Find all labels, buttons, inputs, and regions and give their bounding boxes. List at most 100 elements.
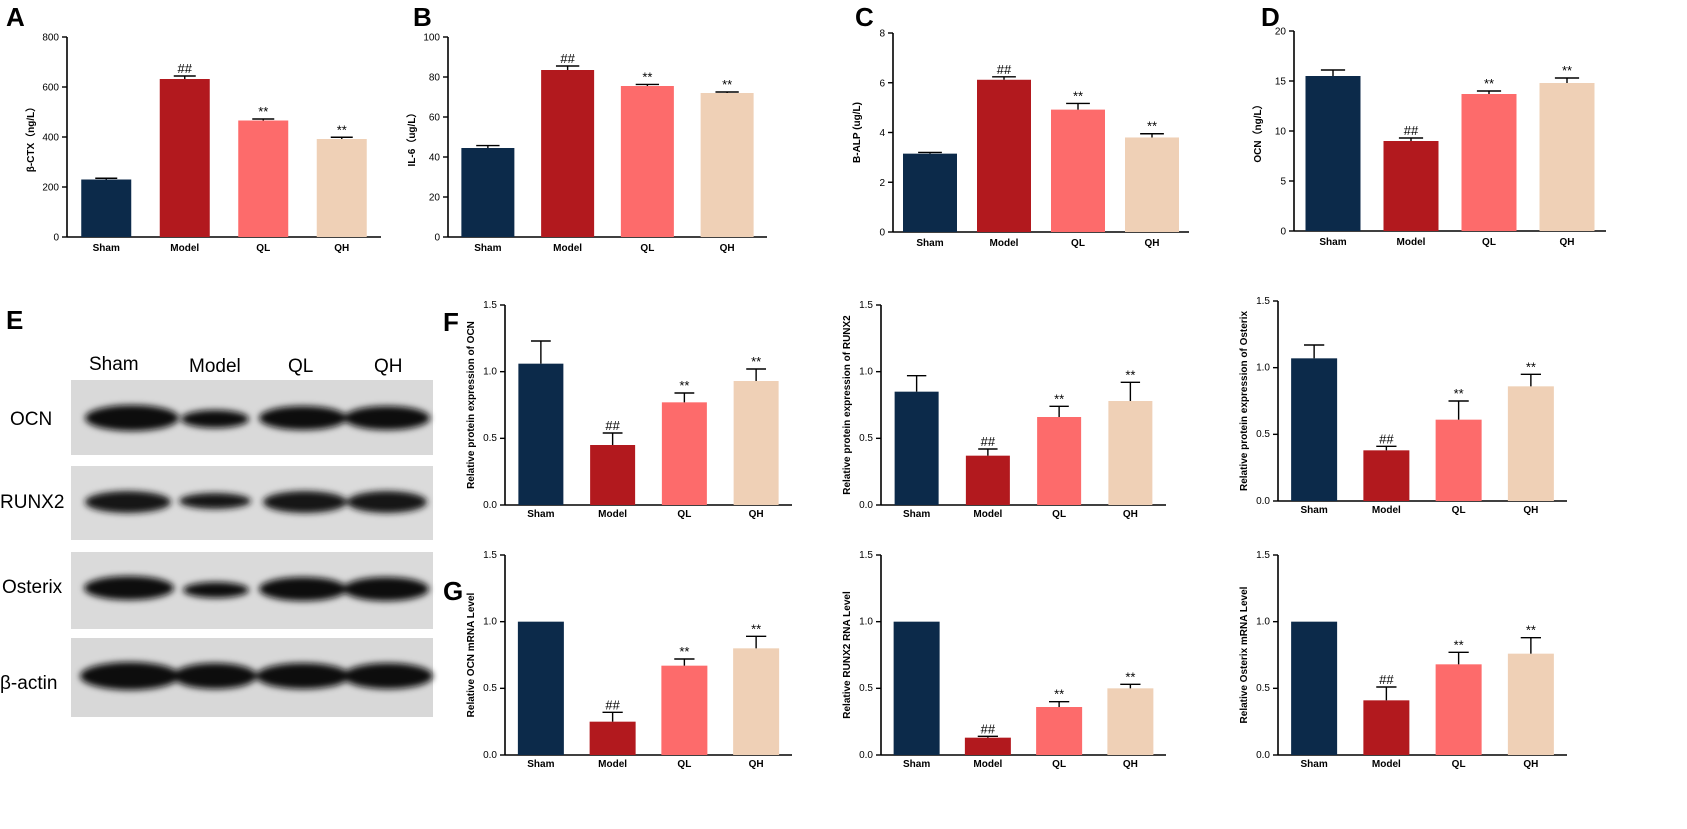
- blot-row-label-beta-actin: β-actin: [0, 673, 57, 694]
- x-tick-label: QH: [1523, 505, 1538, 516]
- chart-mrna-runx2: 0.0 0.5 1.0 1.5 Relative RUNX2 RNA Level Sham…: [842, 550, 1166, 770]
- x-tick-label: QH: [749, 759, 764, 770]
- y-tick-label: 0.0: [1256, 750, 1270, 761]
- y-tick-label: 400: [42, 133, 59, 144]
- x-tick-label: Model: [990, 238, 1019, 249]
- significance-marker: **: [642, 69, 652, 84]
- bar-sham: [1305, 76, 1361, 231]
- y-axis-title: Relative RUNX2 RNA Level: [842, 591, 853, 719]
- panel-letter-e: E: [6, 305, 23, 335]
- bar-qh: [700, 93, 754, 237]
- y-tick-label: 0: [53, 233, 59, 244]
- x-tick-label: Model: [598, 759, 627, 770]
- x-tick-label: QH: [334, 243, 349, 254]
- y-tick-label: 200: [42, 183, 59, 194]
- significance-marker: **: [1125, 669, 1135, 684]
- significance-marker: **: [1073, 88, 1083, 103]
- bar-ql: [1435, 419, 1482, 501]
- chart-protein-osterix: 0.0 0.5 1.0 1.5 Relative protein expression …: [1239, 296, 1567, 516]
- y-tick-label: 0.5: [483, 433, 497, 444]
- x-tick-label: QL: [1452, 505, 1466, 516]
- significance-marker: **: [1526, 623, 1536, 638]
- chart-ocn-serum: 0 5 10 15 20 OCN（ng/L） Sham ## Model ** QL ** QH: [1251, 27, 1606, 248]
- y-tick-label: 20: [1275, 27, 1287, 38]
- chart-protein-ocn: 0.0 0.5 1.0 1.5 Relative protein expression …: [466, 300, 792, 520]
- y-tick-label: 80: [429, 73, 441, 84]
- y-tick-label: 0: [434, 233, 440, 244]
- bar-model: [541, 70, 595, 237]
- y-tick-label: 60: [429, 113, 441, 124]
- bar-sham: [1291, 621, 1338, 755]
- bar-qh: [1125, 137, 1179, 232]
- x-tick-label: Model: [973, 509, 1002, 520]
- x-tick-label: QL: [1071, 238, 1085, 249]
- x-tick-label: QH: [1560, 237, 1575, 248]
- bar-ql: [661, 402, 707, 505]
- significance-marker: **: [1562, 63, 1572, 78]
- western-blot: Sham Model QL QH OCN RUNX2 Osterix β-act…: [0, 354, 433, 717]
- significance-marker: ##: [178, 61, 193, 76]
- y-tick-label: 0.0: [859, 500, 873, 511]
- bar-ql: [1435, 664, 1482, 755]
- blot-band: [173, 663, 257, 689]
- panel-letter-g: G: [443, 576, 463, 606]
- x-tick-label: Model: [170, 243, 199, 254]
- bar-sham: [517, 621, 564, 755]
- significance-marker: ##: [981, 721, 996, 736]
- significance-marker: **: [337, 122, 347, 137]
- x-tick-label: Model: [553, 243, 582, 254]
- blot-band: [343, 663, 433, 689]
- x-tick-label: QH: [1145, 238, 1160, 249]
- blot-band: [85, 491, 171, 513]
- significance-marker: ##: [605, 697, 620, 712]
- bar-ql: [1037, 417, 1082, 505]
- x-tick-label: QL: [1052, 509, 1066, 520]
- blot-band: [259, 406, 347, 430]
- panel-letter-d: D: [1261, 2, 1280, 32]
- significance-marker: ##: [1379, 431, 1394, 446]
- bar-ql: [620, 86, 674, 237]
- y-tick-label: 6: [879, 78, 885, 89]
- x-tick-label: Model: [598, 509, 627, 520]
- bar-model: [590, 445, 636, 505]
- x-tick-label: Sham: [916, 238, 943, 249]
- y-tick-label: 0.5: [1256, 683, 1270, 694]
- blot-band: [84, 576, 174, 600]
- bar-ql: [1036, 707, 1083, 755]
- blot-band: [343, 577, 429, 601]
- y-axis-title: B-ALP (ug/L): [852, 102, 863, 163]
- x-tick-label: Sham: [474, 243, 501, 254]
- y-tick-label: 0.5: [859, 433, 873, 444]
- x-tick-label: QL: [1452, 759, 1466, 770]
- chart-il6: 0 20 40 60 80 100 IL-6（ug/L） Sham ## Model ** QL ** Q…: [405, 33, 767, 254]
- chart-mrna-osterix: 0.0 0.5 1.0 1.5 Relative Osterix mRNA Level S…: [1239, 550, 1567, 770]
- bar-sham: [903, 153, 957, 232]
- panel-letter-f: F: [443, 307, 459, 337]
- y-tick-label: 20: [429, 193, 441, 204]
- y-tick-label: 1.5: [1256, 296, 1270, 307]
- bar-ql: [661, 665, 708, 755]
- y-tick-label: 1.0: [859, 616, 873, 627]
- y-tick-label: 0.0: [859, 750, 873, 761]
- significance-marker: ##: [560, 51, 575, 66]
- significance-marker: **: [751, 621, 761, 636]
- blot-column-label-qh: QH: [374, 356, 403, 377]
- significance-marker: **: [1054, 687, 1064, 702]
- x-tick-label: QL: [256, 243, 270, 254]
- y-tick-label: 0.5: [1256, 429, 1270, 440]
- bar-sham: [461, 148, 515, 237]
- significance-marker: **: [1147, 119, 1157, 134]
- significance-marker: **: [679, 378, 689, 393]
- y-tick-label: 40: [429, 153, 441, 164]
- x-tick-label: Model: [1372, 505, 1401, 516]
- x-tick-label: QH: [720, 243, 735, 254]
- blot-band: [181, 410, 249, 428]
- x-tick-label: QL: [1052, 759, 1066, 770]
- y-tick-label: 800: [42, 33, 59, 44]
- bar-model: [977, 79, 1031, 232]
- blot-row-label-ocn: OCN: [10, 409, 52, 430]
- y-tick-label: 0.5: [483, 683, 497, 694]
- y-axis-title: Relative Osterix mRNA Level: [1239, 586, 1250, 723]
- bar-model: [1363, 700, 1410, 755]
- x-tick-label: QH: [1123, 759, 1138, 770]
